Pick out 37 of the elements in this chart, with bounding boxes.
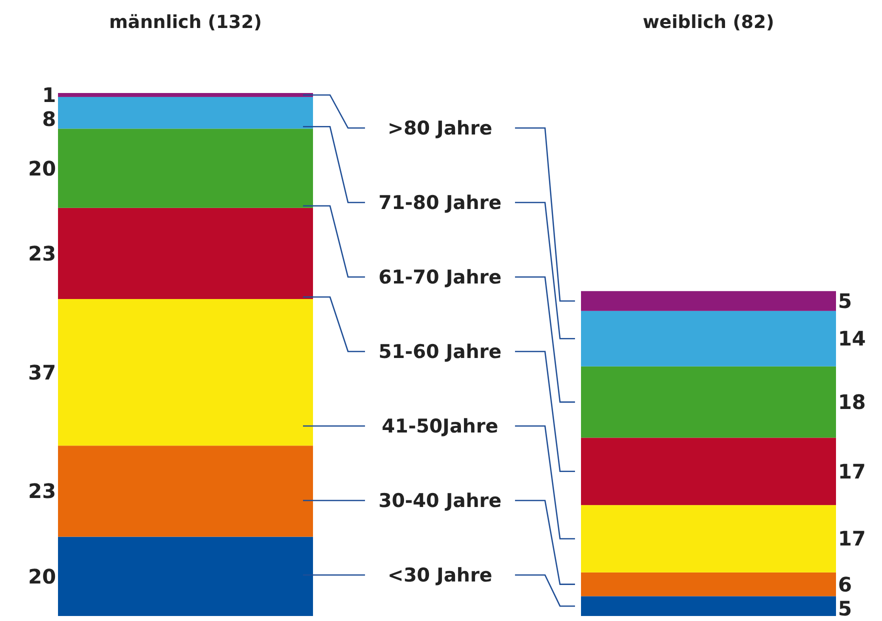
- text: 51-60 Jahre: [378, 341, 502, 364]
- data-label: 17: [838, 459, 866, 484]
- data-label: 20: [28, 156, 56, 180]
- bar: [58, 536, 313, 616]
- bar: [58, 96, 313, 129]
- x-tick-label: weiblich (82): [642, 12, 774, 33]
- data-label: 6: [838, 572, 852, 596]
- text: 71-80 Jahre: [378, 192, 502, 214]
- bar: [58, 446, 313, 537]
- data-label: 20: [28, 564, 56, 588]
- text: 30-40 Jahre: [378, 490, 502, 512]
- text: 61-70 Jahre: [378, 266, 502, 289]
- text: >80 Jahre: [388, 118, 492, 140]
- bar: [581, 366, 836, 438]
- data-label: 23: [28, 241, 56, 266]
- bar: [581, 505, 836, 572]
- data-label: 37: [28, 360, 56, 384]
- x-tick-label: männlich (132): [109, 12, 262, 33]
- text: <30 Jahre: [388, 564, 492, 587]
- data-label: 14: [838, 326, 866, 351]
- data-label: 5: [838, 289, 852, 314]
- data-label: 17: [838, 526, 866, 551]
- bar: [581, 438, 836, 506]
- bar: [581, 596, 836, 616]
- bar: [58, 299, 313, 446]
- data-label: 8: [42, 106, 56, 131]
- data-label: 1: [42, 82, 56, 107]
- bar: [581, 572, 836, 596]
- data-label: 5: [838, 596, 852, 620]
- bar: [58, 93, 313, 97]
- bar: [581, 310, 836, 366]
- bar: [58, 128, 313, 208]
- text: 41-50Jahre: [382, 416, 498, 438]
- data-label: 18: [838, 390, 866, 414]
- bar: [581, 291, 836, 311]
- bar: [58, 208, 313, 300]
- data-label: 23: [28, 479, 56, 504]
